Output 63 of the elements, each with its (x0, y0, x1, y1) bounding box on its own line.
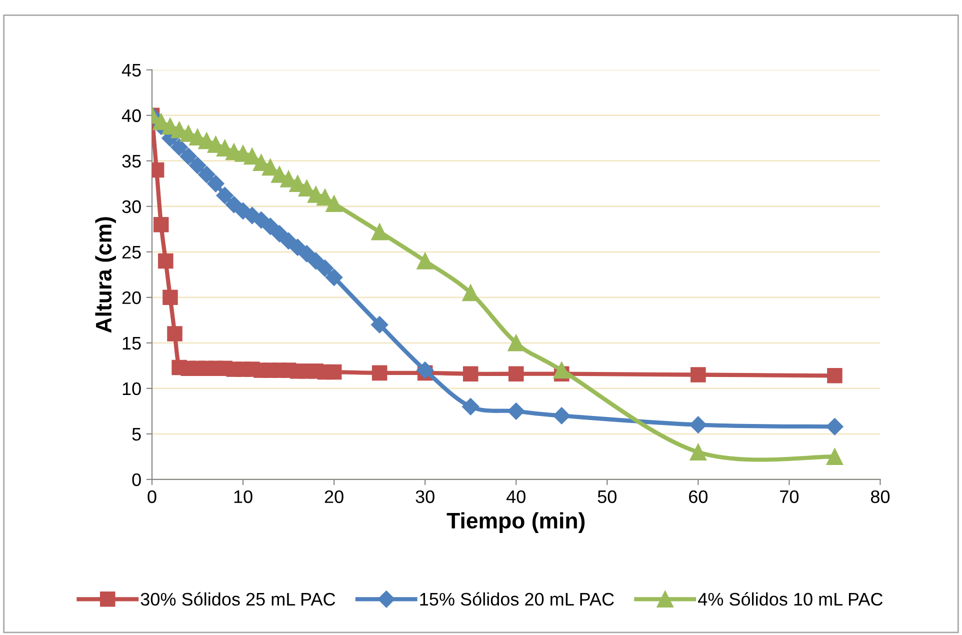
point (508, 366, 524, 382)
point (462, 366, 478, 382)
point (298, 245, 316, 262)
x-tick-label: 80 (870, 490, 890, 504)
point (508, 402, 525, 420)
point (827, 368, 842, 384)
point (198, 166, 216, 184)
point (690, 416, 707, 434)
point (158, 253, 174, 269)
point (326, 268, 343, 286)
point (188, 156, 206, 174)
point (553, 362, 570, 379)
point (252, 211, 270, 229)
point (690, 444, 707, 460)
x-tick-label: 60 (689, 490, 708, 504)
point (180, 148, 197, 165)
point (508, 334, 524, 352)
point (553, 407, 570, 424)
point (289, 238, 306, 256)
x-tick-label: 40 (506, 490, 526, 504)
y-tick-label: 35 (122, 154, 141, 168)
point (316, 260, 334, 277)
y-tick-label: 40 (122, 109, 141, 122)
y-tick-label: 25 (122, 246, 141, 259)
point (371, 224, 388, 240)
point (162, 290, 178, 306)
y-axis-title: Altura (cm) (95, 217, 116, 333)
point (326, 364, 342, 380)
x-tick-label: 20 (324, 490, 344, 504)
point (270, 225, 288, 242)
point (462, 398, 480, 416)
x-tick-label: 10 (234, 490, 252, 504)
point (167, 326, 182, 342)
x-axis-title: Tiempo (min) (446, 512, 585, 533)
y-tick-label: 45 (122, 64, 141, 77)
point (372, 365, 388, 381)
point (153, 216, 169, 232)
x-tick-label: 30 (416, 490, 434, 504)
point (462, 284, 479, 302)
point (416, 362, 434, 379)
point (262, 218, 279, 235)
y-tick-label: 15 (122, 337, 141, 350)
y-tick-label: 5 (132, 428, 141, 441)
y-tick-label: 10 (122, 382, 141, 396)
point (690, 367, 706, 382)
point (207, 175, 224, 192)
legend-label: 4% Sólidos 10 mL PAC (698, 592, 883, 606)
x-tick-label: 0 (148, 490, 156, 504)
y-tick-label: 20 (122, 291, 141, 304)
y-tick-label: 0 (132, 473, 141, 486)
point (216, 186, 234, 204)
point (826, 448, 844, 466)
point (371, 316, 388, 334)
point (826, 418, 844, 436)
point (326, 195, 342, 212)
y-tick-label: 30 (122, 200, 141, 214)
point (416, 252, 434, 270)
point (170, 138, 188, 156)
x-tick-label: 50 (598, 490, 616, 504)
x-tick-label: 70 (780, 490, 799, 504)
point (307, 252, 324, 270)
legend-label: 30% Sólidos 25 mL PAC (140, 592, 336, 606)
legend-label: 15% Sólidos 20 mL PAC (420, 592, 614, 606)
